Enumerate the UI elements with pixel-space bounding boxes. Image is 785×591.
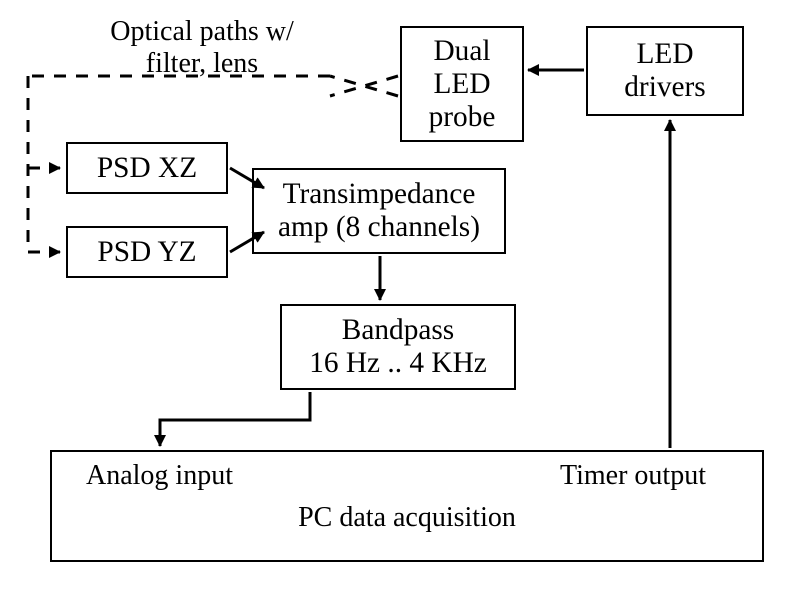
timer-output-label: Timer output: [560, 460, 706, 492]
optical-paths-text: Optical paths w/ filter, lens: [110, 16, 294, 79]
psd-yz-label: PSD YZ: [97, 236, 196, 269]
psd-xz-box: PSD XZ: [66, 142, 228, 194]
led-drivers-box: LED drivers: [586, 26, 744, 116]
analog-input-text: Analog input: [86, 460, 233, 491]
optical-paths-label: Optical paths w/ filter, lens: [72, 16, 332, 80]
tia-box: Transimpedance amp (8 channels): [252, 168, 506, 254]
pc-daq-text: PC data acquisition: [298, 502, 516, 533]
timer-output-text: Timer output: [560, 460, 706, 491]
bandpass-box: Bandpass 16 Hz .. 4 KHz: [280, 304, 516, 390]
led-drivers-label: LED drivers: [624, 38, 705, 104]
dual-led-probe-box: Dual LED probe: [400, 26, 524, 142]
edge-bandpass-to-daq: [160, 392, 310, 446]
analog-input-label: Analog input: [86, 460, 233, 492]
dual-led-probe-label: Dual LED probe: [429, 35, 496, 134]
psd-yz-box: PSD YZ: [66, 226, 228, 278]
pc-daq-label: PC data acquisition: [50, 502, 764, 534]
tia-label: Transimpedance amp (8 channels): [278, 178, 480, 244]
bandpass-label: Bandpass 16 Hz .. 4 KHz: [309, 314, 487, 380]
psd-xz-label: PSD XZ: [97, 152, 197, 185]
